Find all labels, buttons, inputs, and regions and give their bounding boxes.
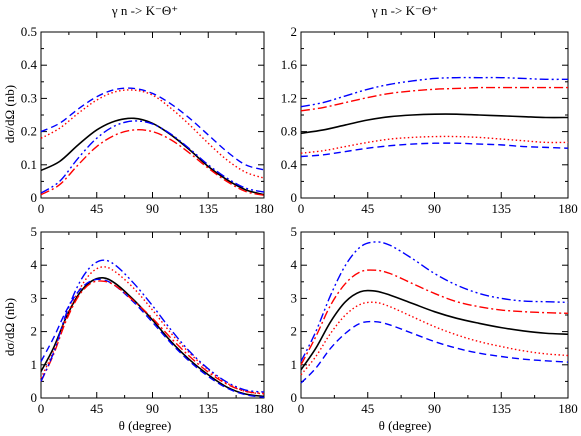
x-tick-label: 0 (38, 401, 45, 416)
x-tick-label: 180 (254, 401, 274, 416)
x-tick-label: 180 (254, 201, 274, 216)
plot-frame (300, 231, 569, 399)
series-line-dashed (300, 142, 569, 158)
series-line-dotted (300, 135, 569, 154)
x-tick-label: 0 (38, 201, 45, 216)
series-line-dotted (40, 266, 265, 395)
series-line-solid (300, 289, 569, 371)
x-tick-label: 0 (298, 401, 305, 416)
x-tick-label: 135 (492, 401, 512, 416)
series-line-dash-dot-dot (40, 259, 265, 393)
y-tick-label: 0 (291, 190, 298, 205)
series-line-solid (300, 113, 569, 135)
series-line-dotted (40, 89, 265, 179)
series-line-solid (40, 276, 265, 398)
y-tick-label: 0 (291, 390, 298, 405)
y-tick-label: 1 (291, 357, 298, 372)
y-tick-label: 0.4 (21, 57, 38, 72)
x-tick-label: 135 (199, 401, 219, 416)
x-tick-label: 45 (361, 401, 374, 416)
x-tick-label: 45 (90, 201, 103, 216)
y-tick-label: 0.2 (21, 124, 37, 139)
series-line-dashed (300, 320, 569, 384)
x-tick-label: 90 (428, 201, 441, 216)
y-tick-label: 3 (31, 290, 38, 305)
series-line-dotted (300, 301, 569, 376)
x-tick-label: 45 (361, 201, 374, 216)
x-tick-label: 45 (90, 401, 103, 416)
x-tick-label: 180 (558, 401, 578, 416)
y-tick-label: 1.6 (281, 57, 298, 72)
y-tick-label: 0.3 (21, 90, 37, 105)
series-line-dash-dot-dot (40, 120, 265, 194)
y-tick-label: 0.4 (281, 157, 298, 172)
plot-frame (40, 231, 265, 399)
x-tick-label: 90 (428, 401, 441, 416)
y-axis-label-top: dσ/dΩ (nb) (2, 85, 17, 143)
x-tick-label: 180 (558, 201, 578, 216)
y-tick-label: 0 (31, 390, 38, 405)
x-axis-label-left: θ (degree) (119, 418, 172, 433)
y-tick-label: 0.8 (281, 124, 297, 139)
x-tick-label: 0 (298, 201, 305, 216)
y-tick-label: 4 (31, 257, 38, 272)
x-axis-label-right: θ (degree) (379, 418, 432, 433)
y-axis-label-bottom: dσ/dΩ (nb) (2, 298, 17, 356)
panel-title-right: γ n -> K⁻Θ⁺ (371, 3, 438, 18)
x-tick-label: 135 (199, 201, 219, 216)
x-tick-label: 90 (146, 401, 159, 416)
plot-frame (300, 31, 569, 199)
y-tick-label: 0.5 (21, 24, 37, 39)
y-tick-label: 2 (31, 324, 38, 339)
y-tick-label: 1 (31, 357, 38, 372)
series-line-dash-dot (300, 269, 569, 366)
y-tick-label: 0 (31, 190, 38, 205)
y-tick-label: 4 (291, 257, 298, 272)
series-line-dashed (40, 87, 265, 171)
series-line-dash-dot (40, 129, 265, 197)
y-tick-label: 1.2 (281, 90, 297, 105)
y-tick-label: 5 (291, 224, 298, 239)
y-tick-label: 2 (291, 324, 298, 339)
series-line-dash-dot-dot (300, 76, 569, 108)
series-line-dash-dot (40, 280, 265, 395)
panel-top-right: 0 45 90 135 180 0 0.4 0.8 1.2 1.6 2 (281, 24, 578, 216)
panel-title-left: γ n -> K⁻Θ⁺ (111, 3, 178, 18)
series-line-dashed (40, 278, 265, 399)
y-tick-label: 5 (31, 224, 38, 239)
x-tick-label: 135 (492, 201, 512, 216)
x-tick-label: 90 (146, 201, 159, 216)
series-line-dash-dot-dot (300, 241, 569, 362)
panel-top-left: 0 45 90 135 180 0 0.1 0.2 0.3 0.4 0.5 (21, 24, 274, 216)
series-line-dash-dot (300, 86, 568, 112)
y-tick-label: 3 (291, 290, 298, 305)
y-tick-label: 2 (291, 24, 298, 39)
plot-frame (40, 31, 265, 199)
y-tick-label: 0.1 (21, 157, 37, 172)
